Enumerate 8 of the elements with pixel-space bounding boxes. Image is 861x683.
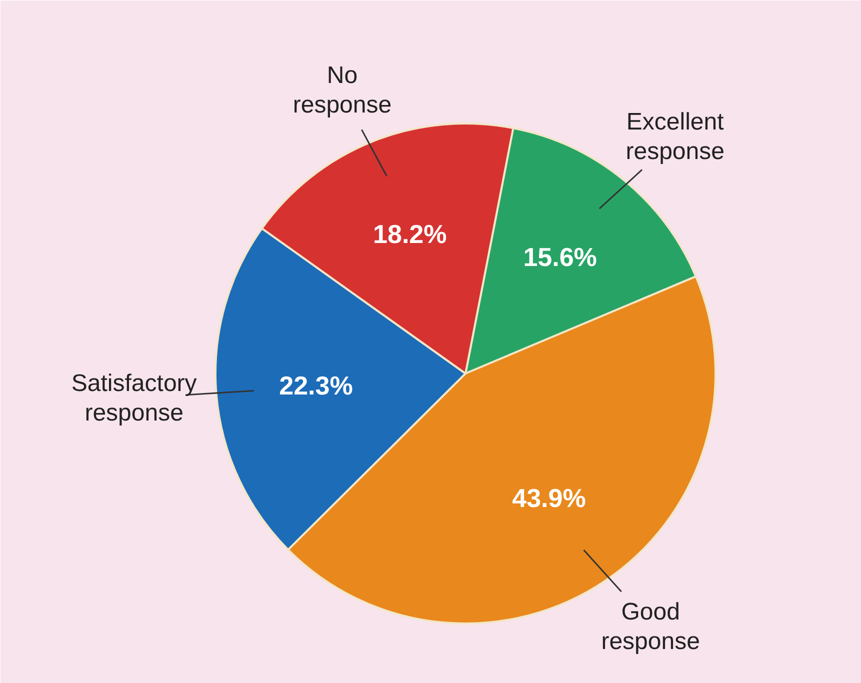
slice-label: No response	[292, 62, 392, 119]
data-label: 18.2%	[373, 219, 447, 250]
data-label: 22.3%	[279, 370, 353, 401]
slice-label: Satisfactory response	[71, 370, 197, 427]
slice-label: Good response	[601, 598, 700, 656]
data-label: 15.6%	[523, 242, 597, 272]
slice-label: Excellent response	[626, 108, 724, 166]
data-label: 43.9%	[512, 483, 586, 514]
